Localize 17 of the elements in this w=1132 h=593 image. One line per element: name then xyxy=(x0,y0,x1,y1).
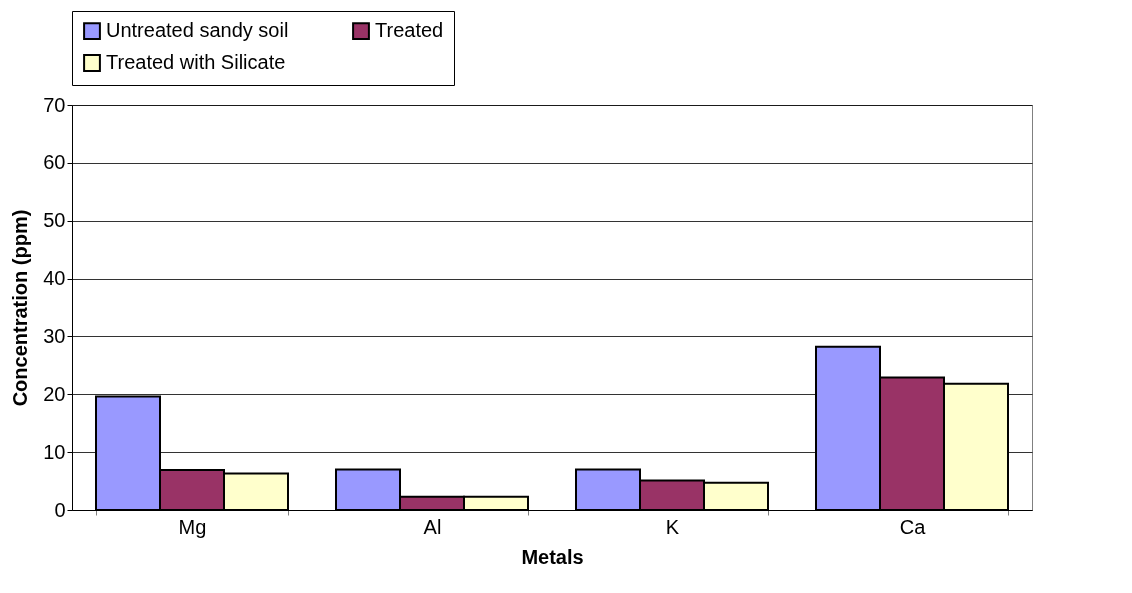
y-tick-label: 10 xyxy=(43,440,66,463)
x-tick-label: Al xyxy=(423,515,442,538)
y-tick-label: 50 xyxy=(43,209,66,232)
x-axis-title: Metals xyxy=(521,545,584,568)
legend-label: Untreated sandy soil xyxy=(106,19,289,42)
y-axis-title: Concentration (ppm) xyxy=(9,209,32,407)
y-tick-label: 0 xyxy=(54,498,66,521)
y-tick-label: 70 xyxy=(43,93,66,116)
legend-label: Treated xyxy=(375,19,444,42)
legend-label: Treated with Silicate xyxy=(106,51,286,73)
x-tick-label: K xyxy=(665,515,680,538)
y-tick-label: 40 xyxy=(43,267,66,290)
x-tick-label: Ca xyxy=(899,515,927,538)
y-tick-label: 20 xyxy=(43,382,66,405)
x-tick-label: Mg xyxy=(178,515,207,538)
y-tick-label: 60 xyxy=(43,151,66,174)
y-tick-label: 30 xyxy=(43,324,66,347)
